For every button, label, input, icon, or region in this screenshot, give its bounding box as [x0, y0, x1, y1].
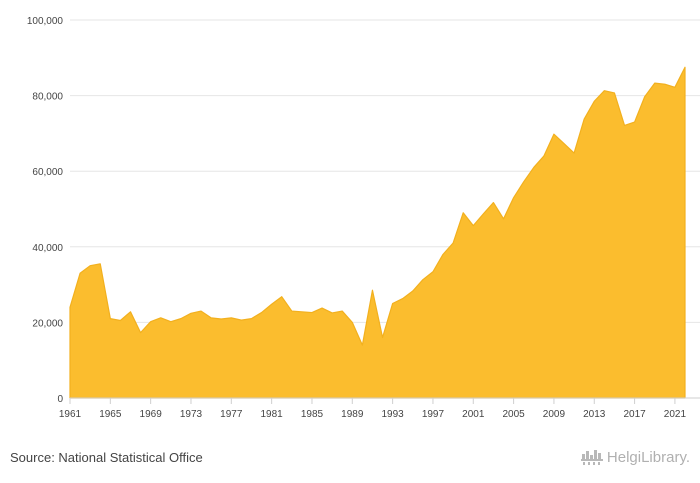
data-point-1990: [360, 343, 364, 347]
data-point-1978: [239, 318, 243, 322]
data-point-2020: [663, 82, 667, 86]
data-point-2007: [532, 165, 536, 169]
city-skyline-icon: [580, 450, 603, 465]
x-tick-label: 1965: [99, 409, 122, 420]
x-tick-label: 2005: [502, 409, 525, 420]
data-point-2014: [602, 89, 606, 93]
area-fill: [69, 66, 686, 399]
data-point-1974: [199, 309, 203, 313]
data-point-2017: [633, 120, 637, 124]
x-tick-label: 2001: [462, 409, 485, 420]
data-point-1980: [260, 311, 264, 315]
data-point-1991: [370, 288, 374, 292]
x-tick-label: 1985: [301, 409, 324, 420]
data-point-1984: [300, 310, 304, 314]
data-point-1986: [320, 306, 324, 310]
data-point-2022: [683, 65, 687, 69]
data-point-1970: [159, 316, 163, 320]
data-point-1965: [108, 317, 112, 321]
x-tick-label: 1973: [180, 409, 203, 420]
area-series: [68, 65, 687, 399]
data-point-2019: [653, 81, 657, 85]
data-point-1996: [421, 278, 425, 282]
x-tick-label: 2009: [543, 409, 566, 420]
y-tick-label: 60,000: [32, 167, 63, 178]
data-point-1966: [118, 319, 122, 323]
data-point-1993: [391, 302, 395, 306]
data-point-1998: [441, 252, 445, 256]
data-point-2003: [491, 201, 495, 205]
y-tick-label: 100,000: [27, 16, 64, 27]
data-point-1981: [270, 302, 274, 306]
data-point-2012: [582, 117, 586, 121]
y-tick-label: 80,000: [32, 92, 63, 103]
data-point-1967: [128, 310, 132, 314]
data-point-2000: [461, 211, 465, 215]
data-point-2013: [592, 99, 596, 103]
x-tick-label: 1993: [381, 409, 404, 420]
data-point-1971: [169, 320, 173, 324]
x-tick-label: 1997: [422, 409, 445, 420]
data-point-1961: [68, 305, 72, 309]
data-point-2010: [562, 142, 566, 146]
data-point-1972: [179, 317, 183, 321]
data-point-1975: [209, 316, 213, 320]
x-tick-label: 1981: [261, 409, 284, 420]
data-point-1964: [98, 262, 102, 266]
y-tick-label: 0: [57, 394, 63, 405]
data-point-2021: [673, 85, 677, 89]
data-point-2004: [502, 217, 506, 221]
helgi-library-logo: HelgiLibrary.: [580, 448, 690, 466]
y-tick-label: 40,000: [32, 243, 63, 254]
data-point-2018: [643, 95, 647, 99]
data-point-1973: [189, 311, 193, 315]
data-point-1983: [290, 309, 294, 313]
x-tick-label: 2017: [623, 409, 646, 420]
data-point-1963: [88, 264, 92, 268]
data-point-2016: [623, 123, 627, 127]
x-tick-label: 1969: [140, 409, 163, 420]
data-point-1995: [411, 289, 415, 293]
data-point-1988: [340, 309, 344, 313]
data-point-2001: [471, 224, 475, 228]
data-point-2002: [481, 212, 485, 216]
area-chart: 0 20,000 40,000 60,000 80,000 100,000 1961 1965…: [27, 16, 700, 420]
data-point-1976: [219, 317, 223, 321]
data-point-2006: [522, 180, 526, 184]
axes: 0 20,000 40,000 60,000 80,000 100,000 1961 1965…: [27, 16, 700, 420]
y-tick-label: 20,000: [32, 318, 63, 329]
data-point-1969: [149, 320, 153, 324]
data-point-1997: [431, 270, 435, 274]
data-point-1987: [330, 311, 334, 315]
data-point-1979: [249, 317, 253, 321]
data-point-1994: [401, 297, 405, 301]
data-point-2008: [542, 154, 546, 158]
logo-text: HelgiLibrary.: [606, 448, 690, 466]
x-tick-label: 1977: [220, 409, 243, 420]
data-point-1985: [310, 311, 314, 315]
x-tick-label: 1989: [341, 409, 364, 420]
source-note: Source: National Statistical Office: [10, 450, 203, 465]
data-point-1977: [229, 316, 233, 320]
x-tick-label: 2013: [583, 409, 606, 420]
data-point-2005: [512, 196, 516, 200]
data-point-1962: [78, 271, 82, 275]
data-point-1982: [280, 295, 284, 299]
x-tick-label: 2021: [664, 409, 687, 420]
data-point-1992: [381, 336, 385, 340]
data-point-1999: [451, 241, 455, 245]
data-point-1968: [139, 331, 143, 335]
data-point-1989: [350, 320, 354, 324]
data-point-2015: [612, 91, 616, 95]
x-tick-label: 1961: [59, 409, 82, 420]
data-point-2009: [552, 132, 556, 136]
data-point-2011: [572, 151, 576, 155]
